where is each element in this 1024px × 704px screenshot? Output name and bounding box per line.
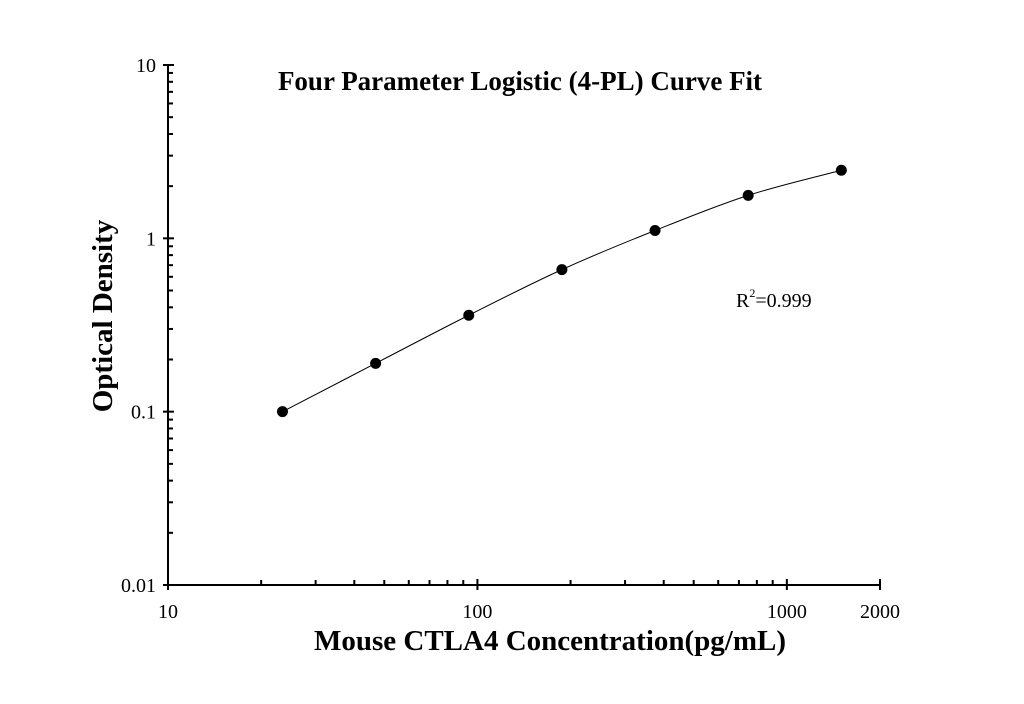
- x-tick-label: 1000: [767, 601, 807, 623]
- y-tick-label: 1: [146, 228, 156, 250]
- x-tick-label: 10: [158, 601, 178, 623]
- y-tick-label: 10: [136, 55, 156, 77]
- x-tick-label: 100: [462, 601, 492, 623]
- y-tick-label: 0.01: [121, 575, 156, 597]
- data-point: [276, 406, 288, 418]
- x-tick-label: 2000: [860, 601, 900, 623]
- y-axis-label: Optical Density: [87, 219, 119, 412]
- data-point: [649, 224, 661, 236]
- tick-labels: 10 100 1000 2000 0.01 0.1 1 10: [121, 55, 900, 623]
- data-point: [742, 189, 754, 201]
- r-squared-value: =0.999: [755, 290, 811, 312]
- r-squared-annotation: R2=0.999: [736, 286, 812, 312]
- data-point: [370, 357, 382, 369]
- data-point: [556, 264, 568, 276]
- y-tick-label: 0.1: [131, 402, 156, 424]
- r-squared-sup: 2: [749, 286, 755, 300]
- chart-title: Four Parameter Logistic (4-PL) Curve Fit: [278, 66, 762, 96]
- data-point: [463, 309, 475, 321]
- data-point: [835, 164, 847, 176]
- axes: [163, 64, 881, 590]
- x-axis-label: Mouse CTLA4 Concentration(pg/mL): [314, 625, 786, 657]
- plot-marks: [276, 164, 847, 418]
- r-squared-prefix: R: [736, 290, 750, 312]
